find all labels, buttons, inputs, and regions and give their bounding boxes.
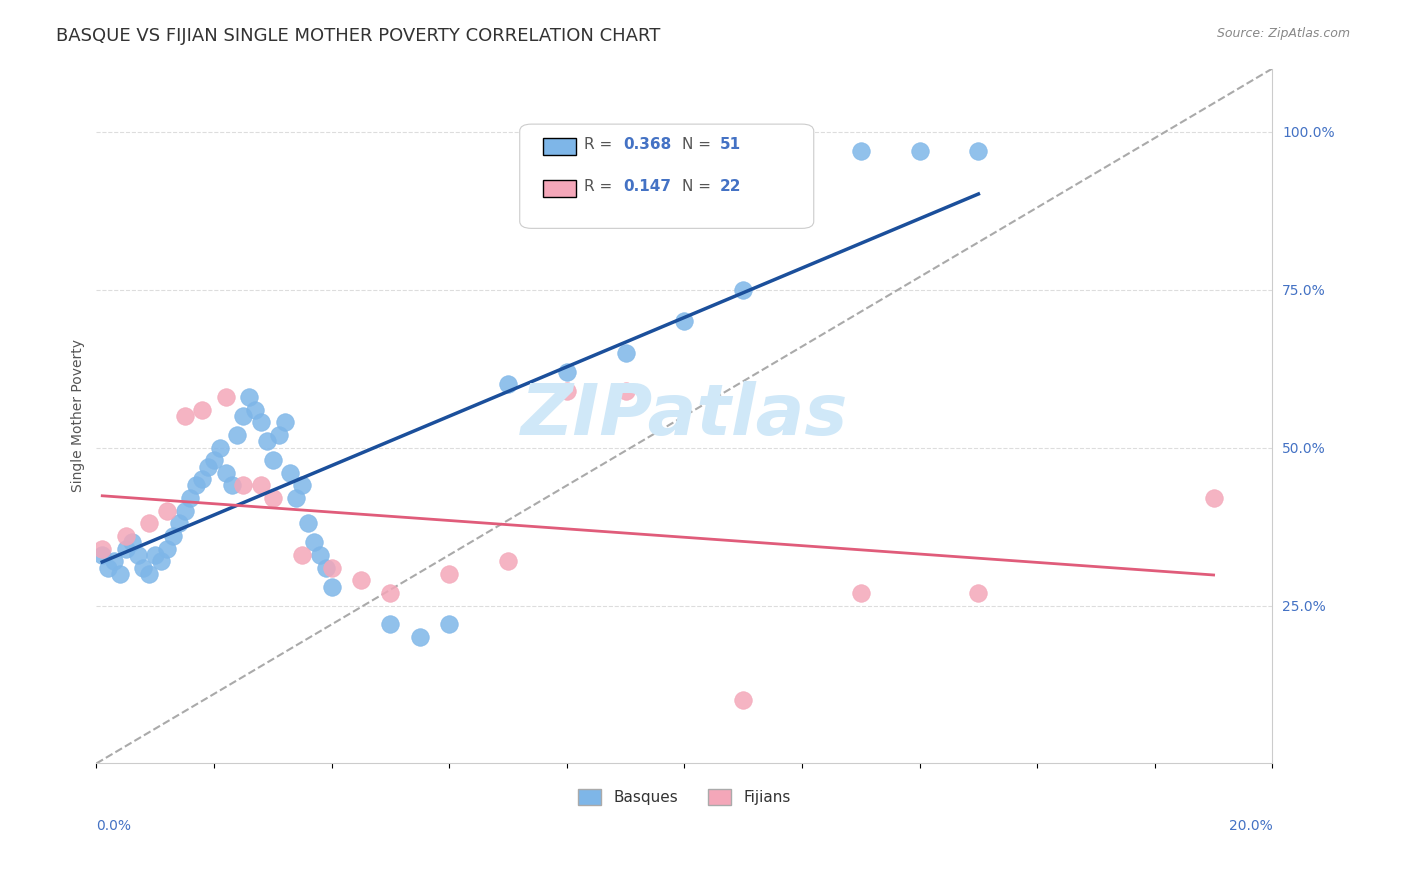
Point (849, 586, 872, 600)
Point (232, 409, 254, 423)
Point (496, 554, 519, 568)
Text: 51: 51 (720, 137, 741, 153)
Point (614, 346, 637, 360)
Text: N =: N = (682, 137, 716, 153)
Point (150, 554, 173, 568)
Point (302, 535, 325, 549)
Text: 20.0%: 20.0% (1229, 819, 1272, 833)
Point (262, 453, 284, 467)
Text: Source: ZipAtlas.com: Source: ZipAtlas.com (1216, 27, 1350, 40)
Point (256, 434, 278, 449)
Point (437, 566, 460, 581)
FancyBboxPatch shape (520, 124, 814, 228)
Point (733, 693, 755, 707)
Point (238, 390, 260, 404)
Point (91, 548, 114, 562)
Point (280, 466, 302, 480)
Point (673, 314, 696, 328)
Point (614, 384, 637, 398)
Point (121, 535, 143, 549)
Point (215, 390, 238, 404)
Point (197, 459, 219, 474)
Point (221, 478, 243, 492)
Point (173, 409, 195, 423)
Point (243, 402, 266, 417)
Point (179, 491, 201, 505)
Point (232, 478, 254, 492)
Point (297, 516, 319, 531)
Point (250, 478, 273, 492)
Point (173, 504, 195, 518)
Point (267, 428, 290, 442)
Point (555, 365, 578, 379)
Text: 0.0%: 0.0% (97, 819, 131, 833)
Point (308, 548, 330, 562)
Text: R =: R = (585, 179, 617, 194)
Point (114, 541, 136, 556)
Point (273, 415, 295, 429)
FancyBboxPatch shape (543, 138, 576, 155)
Point (97, 560, 120, 574)
Text: 0.368: 0.368 (623, 137, 672, 153)
Point (138, 516, 160, 531)
Point (291, 478, 314, 492)
Point (350, 573, 373, 587)
Point (108, 566, 131, 581)
Point (208, 441, 231, 455)
Y-axis label: Single Mother Poverty: Single Mother Poverty (72, 340, 86, 492)
Point (380, 617, 402, 632)
Point (1202, 491, 1225, 505)
Point (162, 529, 184, 543)
Legend: Basques, Fijians: Basques, Fijians (572, 783, 797, 812)
Point (437, 617, 460, 632)
Point (114, 529, 136, 543)
Point (191, 402, 214, 417)
Point (262, 491, 284, 505)
Point (967, 586, 990, 600)
Point (733, 283, 755, 297)
Point (191, 472, 214, 486)
Text: BASQUE VS FIJIAN SINGLE MOTHER POVERTY CORRELATION CHART: BASQUE VS FIJIAN SINGLE MOTHER POVERTY C… (56, 27, 661, 45)
Point (138, 566, 160, 581)
Point (103, 554, 125, 568)
Point (291, 548, 314, 562)
Point (496, 377, 519, 392)
Point (91, 541, 114, 556)
Point (186, 478, 208, 492)
Point (143, 548, 166, 562)
Point (409, 630, 432, 644)
Point (215, 466, 238, 480)
Point (380, 586, 402, 600)
Point (167, 516, 190, 531)
Point (555, 384, 578, 398)
Point (250, 415, 273, 429)
Point (908, 144, 931, 158)
Point (849, 144, 872, 158)
Text: 22: 22 (720, 179, 741, 194)
Text: 0.147: 0.147 (623, 179, 671, 194)
Point (967, 144, 990, 158)
Point (202, 453, 225, 467)
Text: R =: R = (585, 137, 617, 153)
Point (156, 541, 179, 556)
Point (156, 504, 179, 518)
Point (285, 491, 308, 505)
Point (132, 560, 155, 574)
Text: N =: N = (682, 179, 716, 194)
FancyBboxPatch shape (543, 179, 576, 197)
Point (315, 560, 337, 574)
Point (226, 428, 249, 442)
Point (127, 548, 149, 562)
Point (321, 580, 343, 594)
Point (321, 560, 343, 574)
Text: ZIPatlas: ZIPatlas (520, 382, 848, 450)
